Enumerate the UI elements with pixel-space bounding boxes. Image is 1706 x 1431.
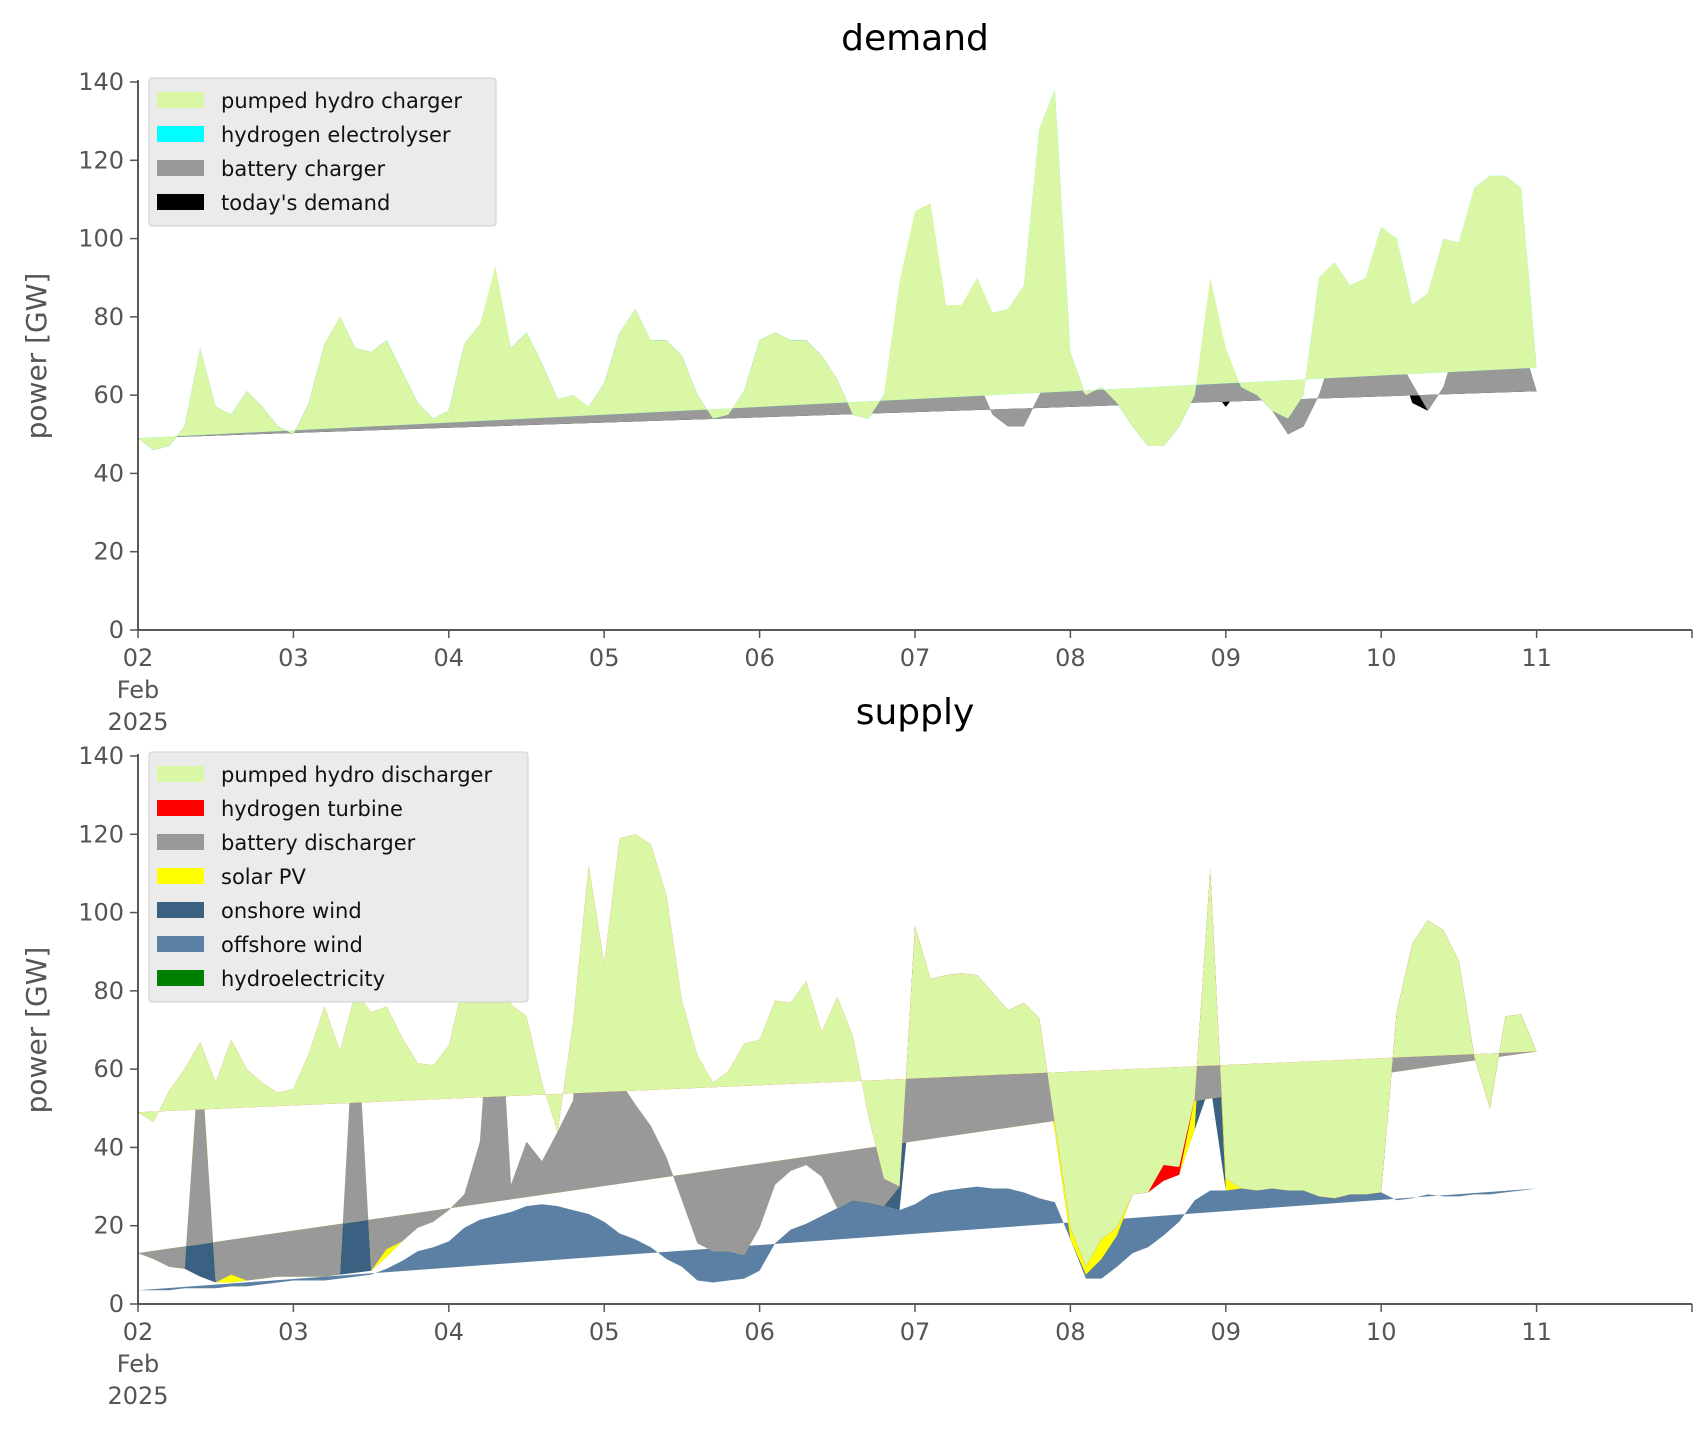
x-tick-label: 03 (278, 644, 309, 672)
legend-swatch (157, 766, 204, 782)
x-tick-label: 02 (123, 1318, 154, 1346)
y-tick-label: 80 (93, 977, 124, 1005)
legend-item: battery discharger (157, 831, 416, 855)
x-tick-label: 03 (278, 1318, 309, 1346)
y-tick-label: 0 (109, 616, 124, 644)
x-tick-label: 05 (589, 644, 620, 672)
legend-item: hydroelectricity (157, 967, 385, 991)
x-tick-label: 2025 (107, 1382, 168, 1410)
y-axis-label: power [GW] (20, 273, 53, 440)
x-tick-label: 06 (744, 1318, 775, 1346)
legend-label: onshore wind (221, 899, 362, 923)
legend-swatch (157, 970, 204, 986)
y-tick-label: 40 (93, 1133, 124, 1161)
legend-swatch (157, 834, 204, 850)
legend-swatch (157, 126, 204, 142)
legend-item: hydrogen electrolyser (157, 123, 451, 147)
x-tick-label: 04 (434, 1318, 465, 1346)
legend: pumped hydro charger hydrogen electrolyse… (148, 77, 497, 227)
x-tick-label: 02 (123, 644, 154, 672)
legend-label: hydroelectricity (221, 967, 385, 991)
x-tick-label: 07 (900, 644, 931, 672)
legend-label: hydrogen electrolyser (221, 123, 451, 147)
area-pumped-hydro-discharger (138, 834, 1537, 1267)
x-tick-label: 10 (1366, 644, 1397, 672)
x-tick-label: 2025 (107, 708, 168, 736)
y-tick-label: 120 (78, 820, 124, 848)
x-tick-label: Feb (117, 676, 160, 704)
legend-item: offshore wind (157, 933, 363, 957)
legend-swatch (157, 868, 204, 884)
x-tick-label: 07 (900, 1318, 931, 1346)
legend-label: pumped hydro charger (221, 89, 462, 113)
x-tick-label: 11 (1521, 644, 1552, 672)
legend-swatch (157, 92, 204, 108)
x-tick-label: Feb (117, 1350, 160, 1378)
legend-swatch (157, 902, 204, 918)
demand-chart: demand 0 20 40 60 80 100 120 140 02 Feb 2025 03 04 05 0… (20, 18, 1693, 736)
legend-box (148, 77, 497, 227)
stack-areas (138, 89, 1537, 450)
x-tick-label: 06 (744, 644, 775, 672)
y-tick-label: 60 (93, 381, 124, 409)
legend-item: hydrogen turbine (157, 797, 403, 821)
y-tick-label: 20 (93, 1212, 124, 1240)
y-tick-label: 100 (78, 225, 124, 253)
x-tick-label: 08 (1055, 1318, 1086, 1346)
legend-swatch (157, 194, 204, 210)
y-tick-label: 40 (93, 459, 124, 487)
area-battery-discharger (138, 865, 1537, 1283)
chart-title: demand (841, 18, 989, 59)
y-tick-label: 100 (78, 899, 124, 927)
x-tick-label: 04 (434, 644, 465, 672)
y-tick-label: 140 (78, 742, 124, 770)
y-tick-label: 120 (78, 146, 124, 174)
area-pumped-hydro-charger (138, 89, 1537, 450)
legend-label: battery discharger (221, 831, 416, 855)
legend-label: offshore wind (221, 933, 363, 957)
y-tick-label: 0 (109, 1290, 124, 1318)
y-tick-label: 60 (93, 1055, 124, 1083)
legend-label: hydrogen turbine (221, 797, 403, 821)
y-axis-label: power [GW] (20, 947, 53, 1114)
x-tick-label: 09 (1211, 644, 1242, 672)
legend-item: onshore wind (157, 899, 362, 923)
legend: pumped hydro discharger hydrogen turbine b… (148, 751, 529, 1003)
legend-item: pumped hydro discharger (157, 763, 492, 787)
x-tick-label: 08 (1055, 644, 1086, 672)
legend-label: pumped hydro discharger (221, 763, 492, 787)
legend-swatch (157, 800, 204, 816)
area-offshore-wind (138, 1186, 1537, 1291)
stack-areas (138, 834, 1537, 1291)
y-tick-label: 80 (93, 303, 124, 331)
y-tick-label: 140 (78, 68, 124, 96)
legend-swatch (157, 160, 204, 176)
legend-item: pumped hydro charger (157, 89, 462, 113)
chart-title: supply (856, 692, 975, 733)
y-tick-label: 20 (93, 538, 124, 566)
legend-label: battery charger (221, 157, 386, 181)
legend-box (148, 751, 529, 1003)
legend-item: solar PV (157, 865, 306, 889)
x-tick-label: 05 (589, 1318, 620, 1346)
legend-swatch (157, 936, 204, 952)
legend-item: battery charger (157, 157, 386, 181)
x-tick-label: 10 (1366, 1318, 1397, 1346)
legend-label: solar PV (221, 865, 306, 889)
supply-chart: supply 0 20 40 60 80 100 120 140 02 Feb 2025 03 04 05 0… (20, 692, 1693, 1410)
legend-label: today's demand (221, 191, 390, 215)
x-tick-label: 11 (1521, 1318, 1552, 1346)
legend-item: today's demand (157, 191, 390, 215)
x-tick-label: 09 (1211, 1318, 1242, 1346)
